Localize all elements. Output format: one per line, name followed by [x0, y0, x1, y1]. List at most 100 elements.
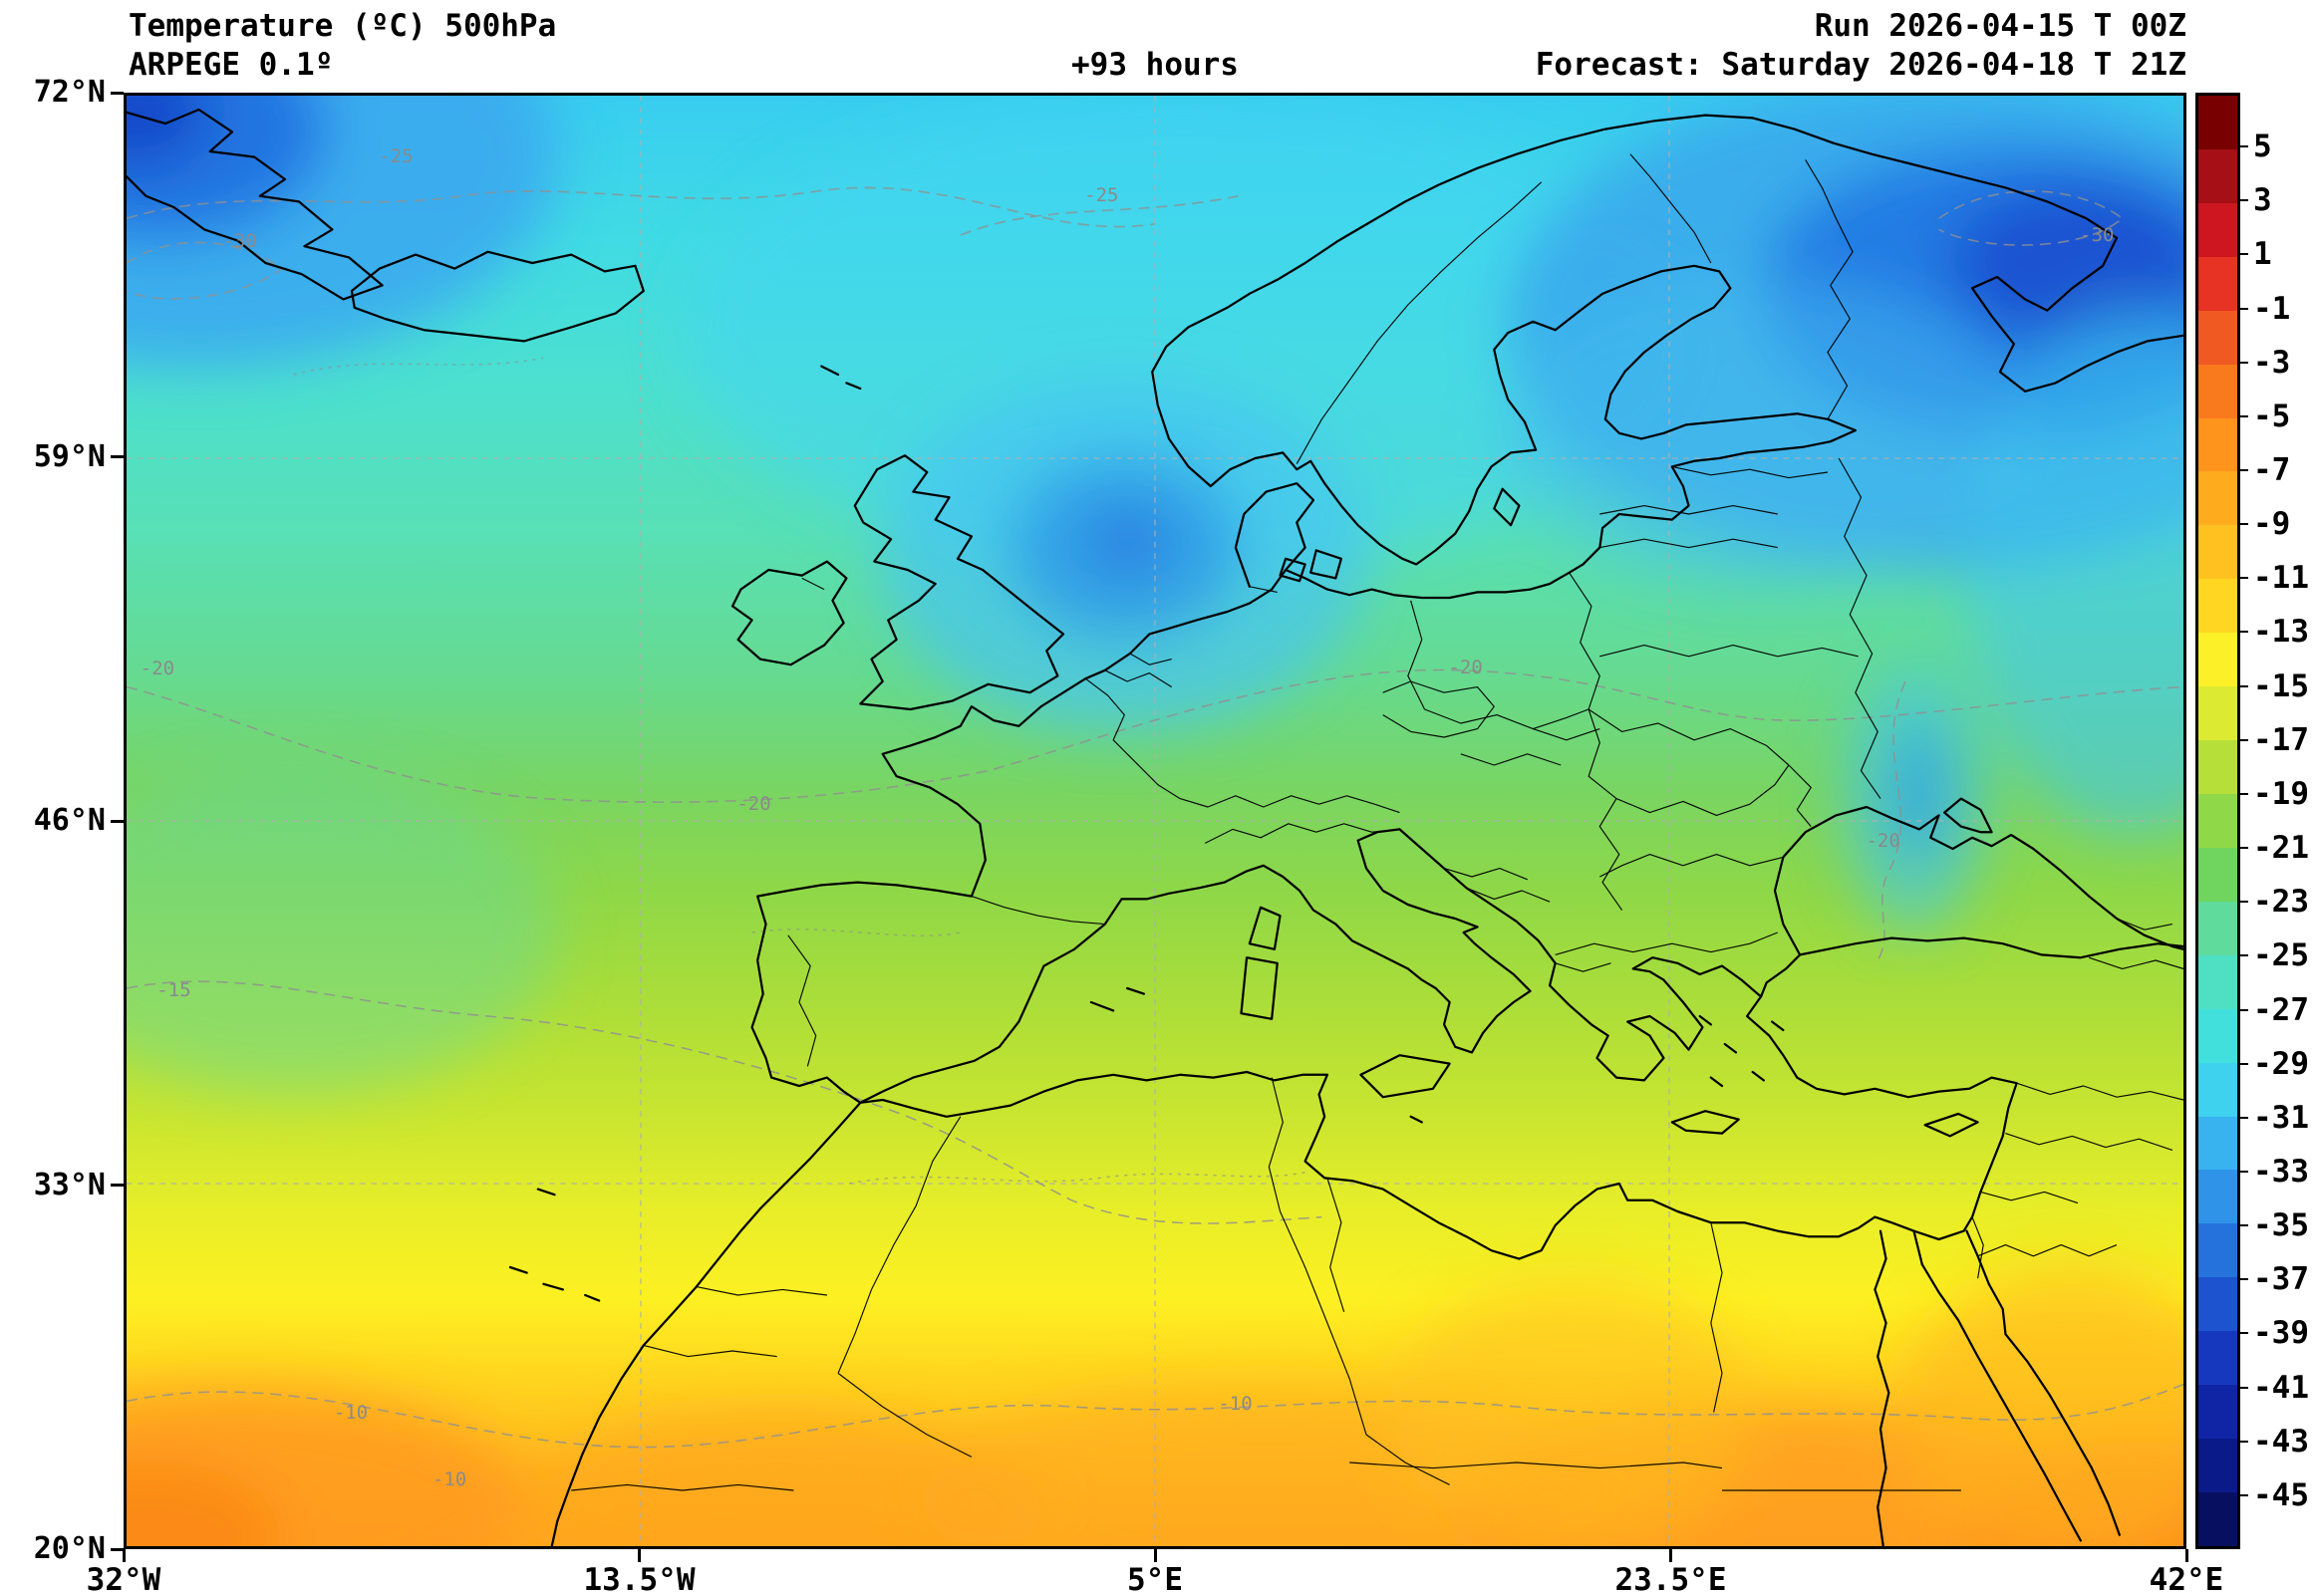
warm-tongue-libya: [1391, 1278, 1753, 1546]
colorbar-tick: [2240, 1493, 2248, 1496]
colorbar-tick: [2240, 361, 2248, 364]
colorbar-tick: [2240, 145, 2248, 148]
colorbar-segment: [2198, 364, 2237, 418]
colorbar-segment: [2198, 1223, 2237, 1278]
colorbar-segment: [2198, 740, 2237, 794]
colorbar-segment: [2198, 1491, 2237, 1546]
contour-intermediate-atlas: [849, 1172, 1305, 1185]
colorbar-tick-label: -13: [2253, 614, 2309, 651]
colorbar-tick-label: -9: [2253, 506, 2291, 543]
colorbar-tick-label: 5: [2253, 129, 2272, 165]
colorbar-tick-label: -7: [2253, 452, 2291, 489]
x-axis-tick: [638, 1549, 641, 1562]
colorbar-tick-label: -19: [2253, 775, 2309, 812]
contour-intermediate-iberia: [751, 929, 961, 936]
colorbar-segment: [2198, 1062, 2237, 1117]
colorbar-tick: [2240, 1224, 2248, 1227]
colorbar-tick-label: -15: [2253, 667, 2309, 704]
colorbar-tick-label: -17: [2253, 721, 2309, 758]
x-axis-tick: [122, 1549, 126, 1562]
x-axis-tick: [1153, 1549, 1157, 1562]
lead-time-label: +93 hours: [1071, 47, 1239, 83]
cold-tongue-east-edge: [1966, 305, 2183, 835]
y-axis-label: 20°N: [33, 1531, 106, 1566]
y-axis-tick: [111, 1547, 124, 1551]
black-sea-south-coastline: [1798, 936, 2183, 959]
black-sea-north-coastline: [1773, 805, 2183, 956]
colorbar-tick: [2240, 469, 2248, 472]
y-axis-tick: [111, 91, 124, 95]
colorbar-segment: [2198, 1439, 2237, 1492]
contour-minus30-northeast: [1938, 190, 2124, 246]
morocco-atlantic-coastline: [550, 1101, 862, 1546]
colorbar-tick-label: -11: [2253, 560, 2309, 597]
colorbar-tick: [2240, 1278, 2248, 1281]
colorbar-tick-label: -5: [2253, 398, 2291, 434]
colorbar-tick: [2240, 954, 2248, 957]
gulf-of-aqaba: [1965, 1229, 2007, 1336]
contour-minus25-b: [960, 195, 1239, 236]
contour-intermediate-northwest: [293, 357, 544, 376]
colorbar-tick: [2240, 631, 2248, 634]
colorbar-segment: [2198, 1116, 2237, 1171]
colorbar-tick: [2240, 307, 2248, 310]
colorbar-tick: [2240, 577, 2248, 580]
contour-minus20-ukraine: [1877, 680, 1906, 961]
x-axis-label: 13.5°W: [583, 1562, 696, 1596]
nile-river: [1874, 1229, 1890, 1546]
colorbar-tick: [2240, 1008, 2248, 1011]
malta-island: [1409, 1115, 1423, 1124]
greenland-coastline: [127, 108, 384, 301]
graticule-gridlines: [127, 96, 2183, 1546]
red-sea-west-coastline: [1920, 1263, 2082, 1542]
colorbar-segment: [2198, 417, 2237, 472]
colorbar-tick-label: -33: [2253, 1153, 2309, 1190]
colorbar-tick: [2240, 523, 2248, 526]
y-axis-label: 59°N: [33, 438, 106, 474]
colorbar-tick: [2240, 1386, 2248, 1389]
colorbar-tick-label: -25: [2253, 937, 2309, 974]
contour-minus20: [127, 668, 2183, 803]
colorbar-segment: [2198, 1008, 2237, 1063]
cold-extension-baltic: [1497, 277, 2026, 584]
cold-blob-russia-core: [1949, 184, 2183, 342]
red-sea-east-coastline: [2004, 1333, 2121, 1536]
gotland-island: [1493, 487, 1521, 527]
cool-pocket-atlantic: [127, 770, 558, 1095]
contour-minus10: [127, 1383, 2183, 1449]
colorbar-segment: [2198, 847, 2237, 902]
run-label: Run 2026-04-15 T 00Z: [1814, 8, 2186, 44]
bosphorus-marmara: [1759, 953, 1802, 998]
colorbar-tick: [2240, 847, 2248, 850]
warm-blob-sahara-west: [515, 1412, 1044, 1546]
y-axis-label: 72°N: [33, 75, 106, 110]
colorbar-tick: [2240, 684, 2248, 687]
balearic-islands: [1089, 986, 1145, 1012]
colorbar-segment: [2198, 310, 2237, 365]
colorbar-segment: [2198, 202, 2237, 257]
x-axis-label: 5°E: [1127, 1562, 1183, 1596]
corsica-island: [1248, 906, 1282, 950]
cold-streak-ukraine-core: [1888, 725, 1950, 861]
faroe-islands: [820, 365, 862, 391]
norway-kola-coastline: [1151, 114, 2183, 488]
jutland-coastline: [1234, 482, 1315, 591]
colorbar-tick-label: -3: [2253, 344, 2291, 381]
colorbar-tick: [2240, 792, 2248, 795]
colorbar-tick: [2240, 253, 2248, 256]
colorbar: [2195, 93, 2240, 1549]
danish-islands: [1279, 549, 1342, 583]
y-axis-tick: [111, 1184, 124, 1187]
colorbar-segment: [2198, 793, 2237, 848]
colorbar-segments: [2198, 96, 2237, 1546]
y-axis-tick: [111, 819, 124, 823]
west-europe-italy-coastline: [750, 588, 1532, 1104]
x-axis-label: 23.5°E: [1614, 1562, 1727, 1596]
colorbar-tick-label: -1: [2253, 290, 2291, 327]
colorbar-tick-label: 3: [2253, 182, 2272, 219]
colorbar-segment: [2198, 1170, 2237, 1224]
sicily-island: [1359, 1054, 1451, 1099]
y-axis-tick: [111, 455, 124, 458]
cyprus-island: [1923, 1112, 1979, 1138]
